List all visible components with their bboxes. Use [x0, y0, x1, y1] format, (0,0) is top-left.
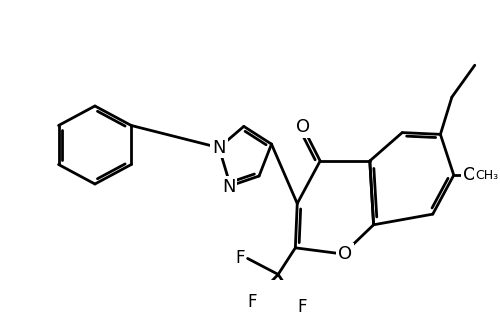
Text: O: O — [296, 118, 310, 136]
Text: CH₃: CH₃ — [475, 169, 498, 181]
Text: N: N — [222, 178, 235, 196]
Text: F: F — [235, 249, 244, 268]
Text: O: O — [463, 166, 477, 184]
Text: F: F — [248, 293, 257, 311]
Text: F: F — [298, 298, 307, 314]
Text: O: O — [338, 245, 352, 263]
Text: N: N — [212, 139, 226, 157]
